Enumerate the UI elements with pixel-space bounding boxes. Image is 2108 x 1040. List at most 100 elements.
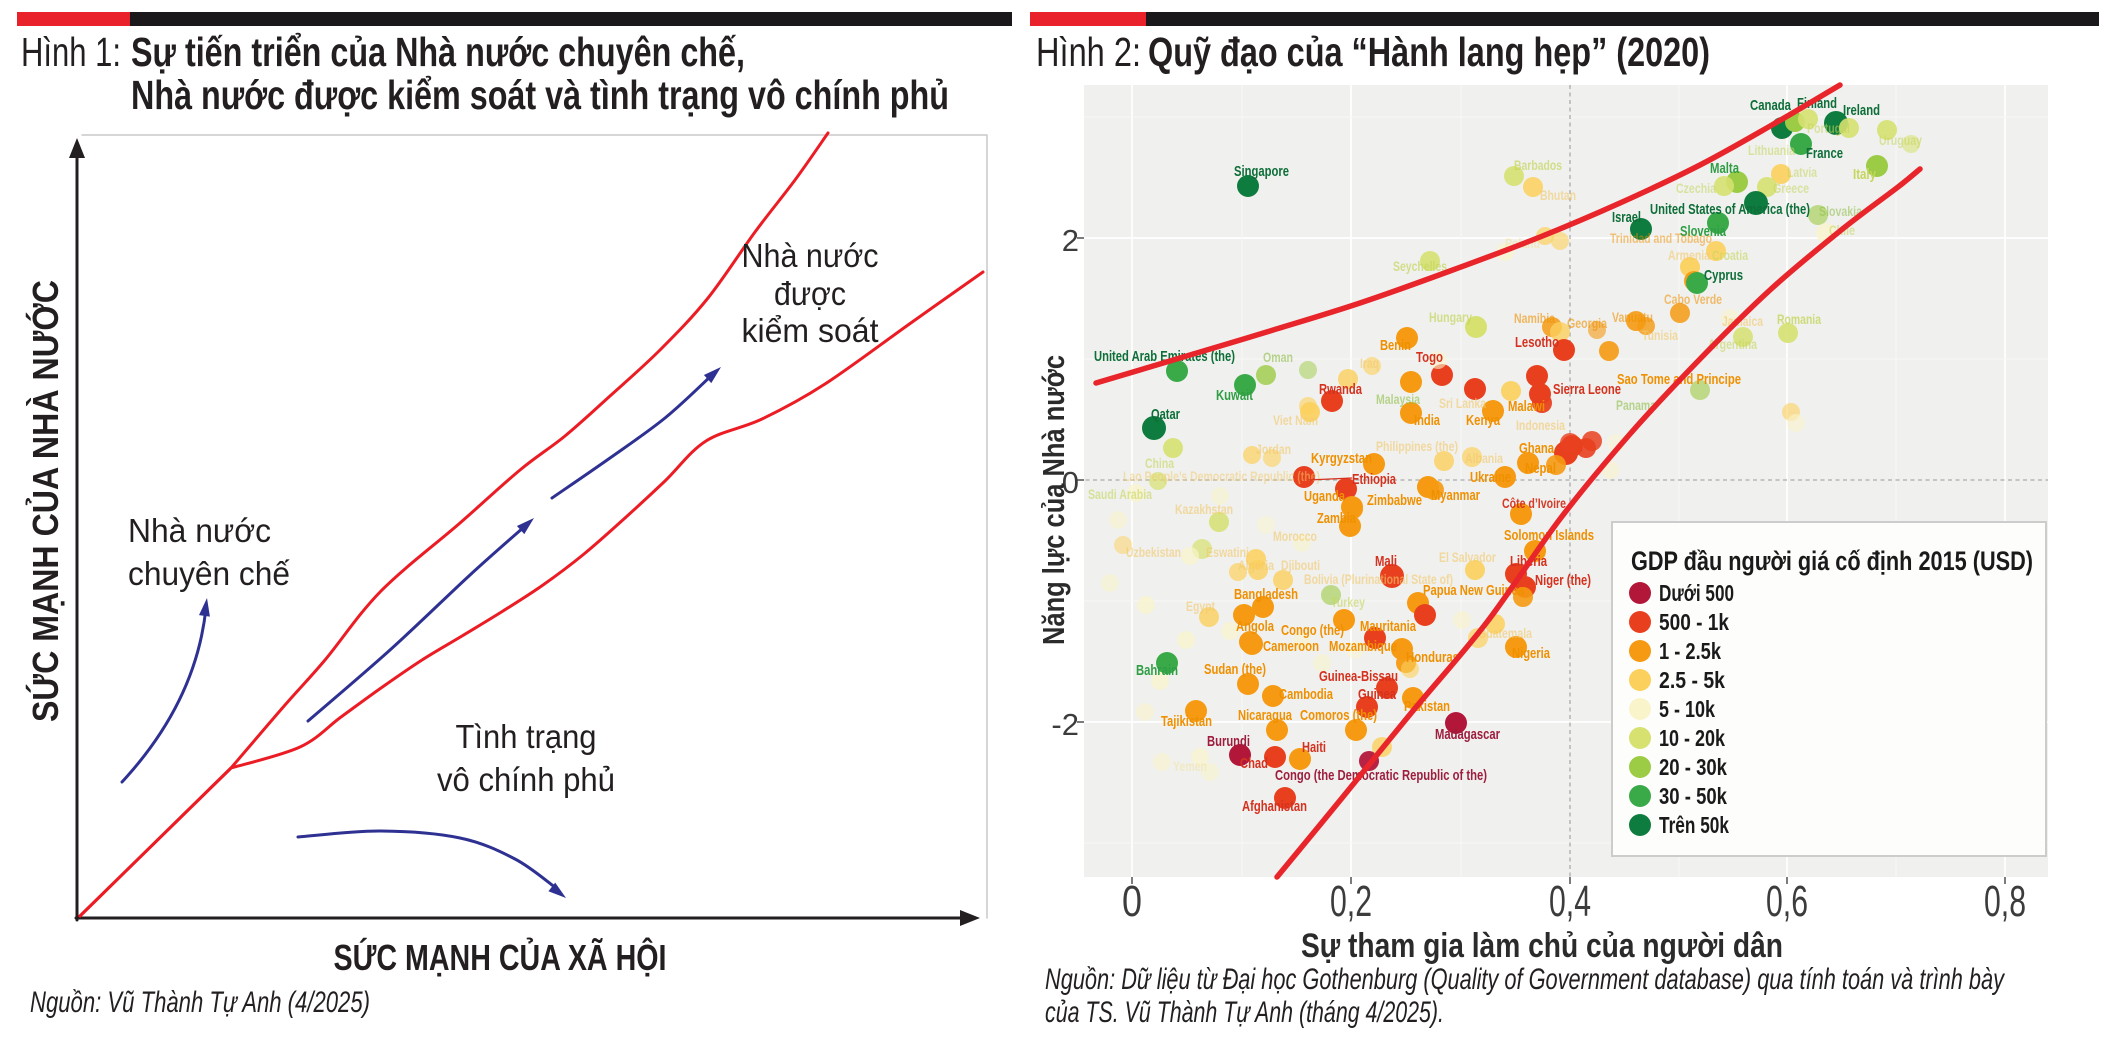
svg-text:Nigeria: Nigeria (1512, 645, 1550, 662)
svg-text:Viet Nam: Viet Nam (1273, 412, 1318, 428)
svg-text:Malta: Malta (1710, 160, 1739, 177)
svg-text:Mali: Mali (1375, 553, 1397, 570)
svg-text:Năng lực của Nhà nước: Năng lực của Nhà nước (1036, 355, 1071, 645)
svg-text:Zambia: Zambia (1317, 510, 1356, 527)
svg-text:0: 0 (1062, 465, 1079, 500)
svg-text:Cambodia: Cambodia (1279, 686, 1333, 703)
svg-text:Barbados: Barbados (1514, 157, 1562, 173)
svg-text:vô chính phủ: vô chính phủ (437, 761, 615, 798)
svg-text:GDP đầu người giá cố định 2015: GDP đầu người giá cố định 2015 (USD) (1631, 546, 2033, 576)
svg-text:United States of America (the): United States of America (the) (1650, 201, 1810, 218)
svg-text:Tunisia: Tunisia (1642, 327, 1678, 343)
svg-text:Ghana: Ghana (1519, 440, 1554, 457)
svg-text:0: 0 (1122, 877, 1142, 926)
svg-text:0,8: 0,8 (1984, 877, 2026, 926)
svg-text:Nhà nước: Nhà nước (742, 237, 879, 274)
svg-text:Comoros (the): Comoros (the) (1300, 707, 1377, 724)
svg-text:Hình 1:: Hình 1: (21, 29, 121, 75)
svg-text:Turkey: Turkey (1331, 594, 1365, 610)
svg-text:Sự tiến triển của Nhà nước chu: Sự tiến triển của Nhà nước chuyên chế, (131, 29, 745, 75)
svg-text:Tình trạng: Tình trạng (456, 718, 597, 755)
svg-text:Namibia: Namibia (1514, 310, 1555, 326)
svg-text:Tajikistan: Tajikistan (1161, 713, 1212, 730)
svg-text:Cabo Verde: Cabo Verde (1664, 291, 1722, 307)
svg-text:Czechia: Czechia (1676, 180, 1716, 196)
svg-text:Cameroon: Cameroon (1263, 638, 1319, 655)
svg-text:Nicaragua: Nicaragua (1238, 707, 1292, 724)
svg-text:Algeria: Algeria (1238, 557, 1274, 573)
svg-text:Yemen: Yemen (1173, 758, 1207, 774)
svg-text:Kyrgyzstan: Kyrgyzstan (1311, 450, 1372, 467)
svg-text:-2: -2 (1051, 707, 1079, 742)
svg-text:Canada: Canada (1750, 97, 1791, 114)
svg-text:Zimbabwe: Zimbabwe (1367, 492, 1422, 509)
svg-text:Slovakia: Slovakia (1819, 203, 1862, 219)
svg-text:30 - 50k: 30 - 50k (1659, 783, 1727, 809)
svg-text:Kazakhstan: Kazakhstan (1175, 501, 1233, 517)
svg-text:10 - 20k: 10 - 20k (1659, 725, 1725, 751)
svg-text:Togo: Togo (1416, 349, 1443, 366)
svg-text:Singapore: Singapore (1234, 163, 1289, 180)
svg-text:Saudi Arabia: Saudi Arabia (1088, 486, 1152, 502)
svg-text:France: France (1806, 145, 1843, 162)
svg-text:Papua New Guinea: Papua New Guinea (1423, 582, 1524, 599)
svg-text:Italy: Italy (1853, 166, 1877, 183)
svg-text:Congo (the): Congo (the) (1281, 622, 1344, 639)
svg-text:1 - 2.5k: 1 - 2.5k (1659, 638, 1721, 664)
svg-text:Sri Lanka: Sri Lanka (1439, 395, 1486, 411)
svg-text:0,2: 0,2 (1330, 877, 1372, 926)
svg-text:0,6: 0,6 (1766, 877, 1808, 926)
svg-text:Trên 50k: Trên 50k (1659, 812, 1729, 838)
svg-text:Angola: Angola (1236, 618, 1274, 635)
svg-text:Ireland: Ireland (1843, 102, 1880, 119)
svg-text:kiểm soát: kiểm soát (742, 312, 879, 349)
svg-text:2.5 - 5k: 2.5 - 5k (1659, 667, 1725, 693)
svg-text:Niger (the): Niger (the) (1535, 572, 1591, 589)
svg-text:Guatemala: Guatemala (1478, 625, 1532, 641)
svg-text:Israel: Israel (1612, 209, 1641, 226)
svg-text:Lao People’s Democratic Republ: Lao People’s Democratic Republic (the) (1123, 468, 1320, 484)
svg-text:Romania: Romania (1777, 311, 1821, 327)
svg-text:Dưới 500: Dưới 500 (1659, 580, 1734, 606)
svg-text:Uganda: Uganda (1304, 488, 1345, 505)
svg-text:Indonesia: Indonesia (1516, 417, 1565, 433)
svg-text:Hình 2:: Hình 2: (1036, 29, 1141, 75)
svg-text:500 - 1k: 500 - 1k (1659, 609, 1729, 635)
svg-text:Greece: Greece (1773, 180, 1809, 196)
svg-text:Cyprus: Cyprus (1704, 267, 1743, 284)
svg-text:Nhà nước: Nhà nước (128, 512, 271, 549)
svg-text:Nepal: Nepal (1525, 460, 1556, 477)
svg-text:Malawi: Malawi (1508, 398, 1545, 415)
svg-text:Eswatini: Eswatini (1206, 544, 1249, 560)
svg-text:Nhà nước được kiểm soát và tìn: Nhà nước được kiểm soát và tình trạng vô… (131, 72, 949, 118)
svg-text:Afghanistan: Afghanistan (1242, 798, 1307, 815)
svg-text:Hungary: Hungary (1429, 309, 1472, 325)
svg-text:Guinea-Bissau: Guinea-Bissau (1319, 668, 1398, 685)
svg-text:Ukraine: Ukraine (1470, 469, 1511, 486)
svg-text:Uruguay: Uruguay (1879, 132, 1922, 148)
svg-text:Rwanda: Rwanda (1319, 381, 1362, 398)
svg-text:Sudan (the): Sudan (the) (1204, 661, 1266, 678)
svg-text:Qatar: Qatar (1151, 406, 1180, 423)
svg-text:Vanuatu: Vanuatu (1612, 309, 1653, 325)
svg-text:Latvia: Latvia (1787, 164, 1817, 180)
svg-text:Armenia: Armenia (1668, 247, 1710, 263)
svg-text:Albania: Albania (1465, 450, 1503, 466)
svg-text:Malaysia: Malaysia (1376, 391, 1420, 407)
svg-text:Kuwait: Kuwait (1216, 387, 1253, 404)
svg-text:Iraq: Iraq (1360, 355, 1379, 371)
svg-text:Oman: Oman (1263, 349, 1293, 365)
svg-text:Quỹ đạo của “Hành lang hẹp” (2: Quỹ đạo của “Hành lang hẹp” (2020) (1148, 29, 1710, 75)
svg-text:Kenya: Kenya (1466, 412, 1500, 429)
svg-text:Portugal: Portugal (1807, 120, 1850, 136)
svg-text:Guinea: Guinea (1358, 686, 1396, 703)
svg-text:SỨC MẠNH CỦA XÃ HỘI: SỨC MẠNH CỦA XÃ HỘI (334, 936, 667, 978)
svg-text:được: được (774, 275, 846, 312)
svg-text:Chad: Chad (1240, 755, 1268, 772)
svg-text:Mauritania: Mauritania (1360, 618, 1416, 635)
svg-text:Lithuania: Lithuania (1748, 142, 1795, 158)
svg-text:Philippines (the): Philippines (the) (1376, 438, 1458, 454)
svg-text:Sự tham gia làm chủ của người: Sự tham gia làm chủ của người dân (1301, 927, 1783, 965)
svg-text:2: 2 (1062, 223, 1079, 258)
svg-text:Mozambique: Mozambique (1329, 638, 1397, 655)
